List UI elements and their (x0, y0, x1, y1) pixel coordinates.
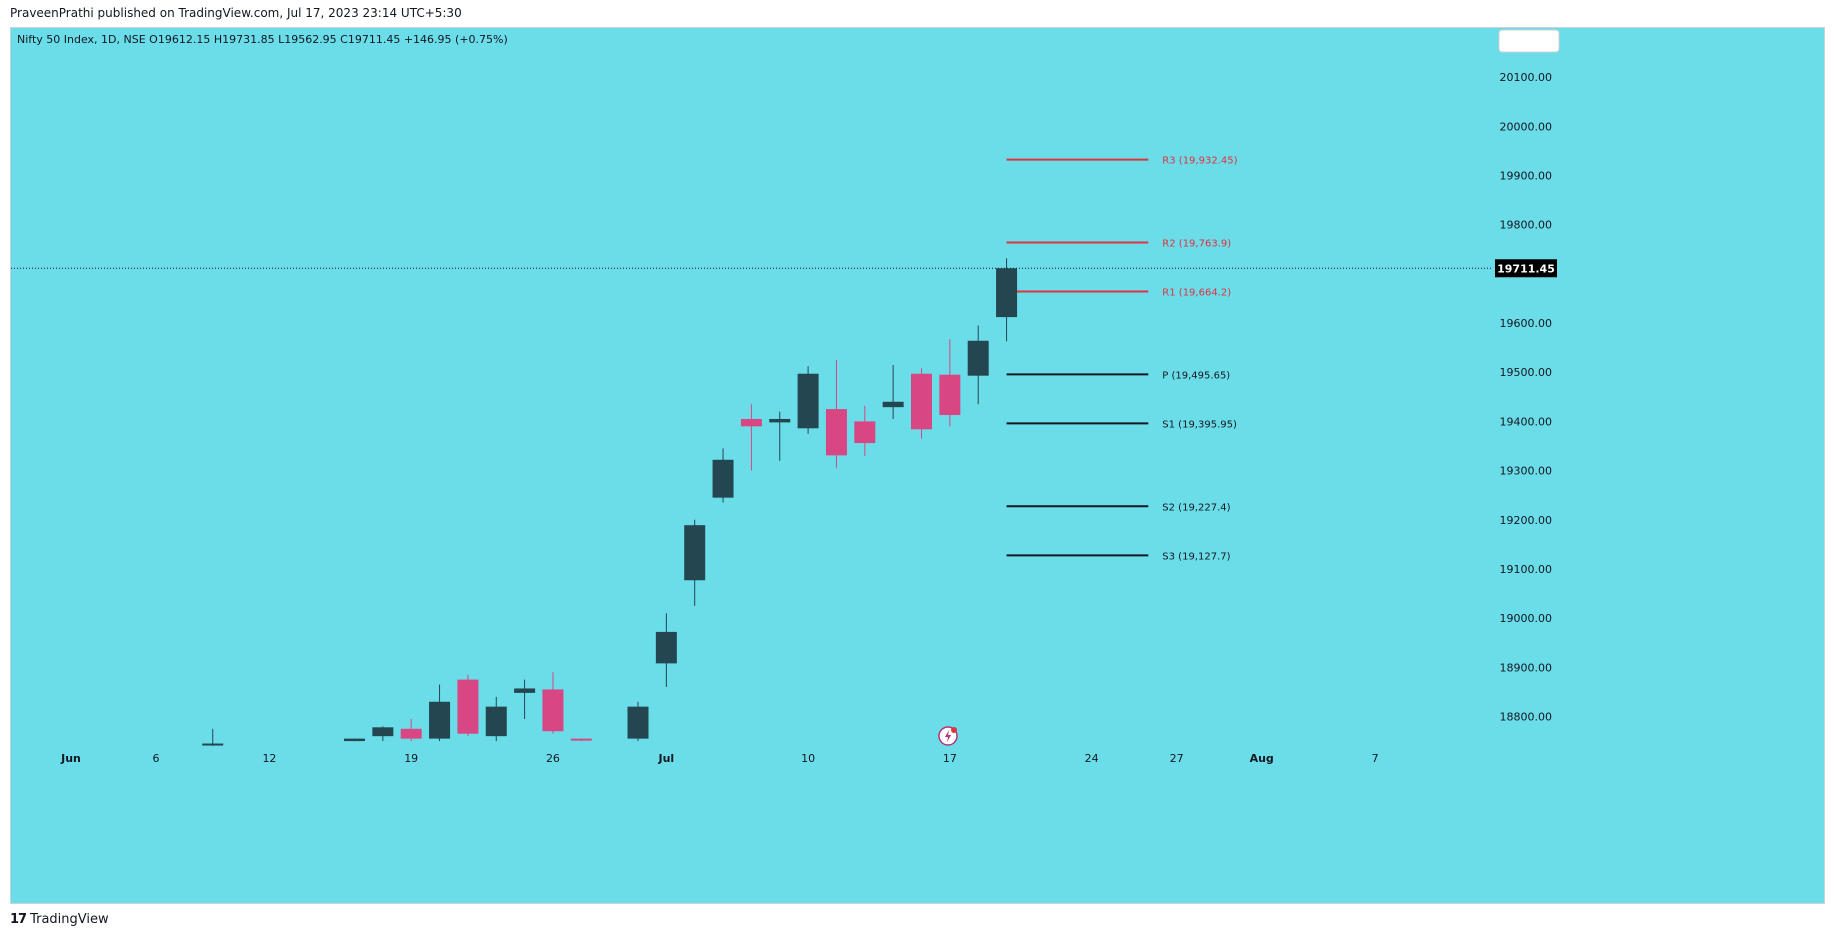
candle-body (485, 706, 507, 737)
y-tick-label: 19900.00 (1500, 170, 1553, 183)
pivot-level-label-r1: R1 (19,664.2) (1162, 287, 1231, 298)
candle-body (344, 738, 365, 742)
pivot-level-label-s1: S1 (19,395.95) (1162, 419, 1237, 430)
candle-body (740, 418, 762, 427)
pivot-level-label-p: P (19,495.65) (1162, 370, 1230, 381)
candle (939, 339, 961, 427)
pivot-level-label-s2: S2 (19,227.4) (1162, 502, 1230, 513)
chart-legend: Nifty 50 Index, 1D, NSE O19612.15 H19731… (17, 33, 508, 46)
candle-body (797, 373, 819, 429)
y-tick-label: 19100.00 (1500, 563, 1553, 576)
y-tick-label: 18900.00 (1500, 661, 1553, 674)
x-tick-label: 27 (1170, 752, 1184, 765)
candle (344, 738, 365, 742)
y-tick-label: 19500.00 (1500, 366, 1553, 379)
y-tick-label: 20100.00 (1500, 71, 1553, 84)
candle (372, 726, 394, 742)
candle-body (400, 728, 422, 739)
y-tick-label: 19400.00 (1500, 415, 1553, 428)
candle-body (570, 738, 592, 741)
candle (967, 325, 989, 405)
candle (542, 672, 564, 734)
candle (911, 368, 932, 439)
tradingview-brand[interactable]: 𝟭𝟳 TradingView (10, 912, 109, 927)
candle-body (684, 525, 706, 581)
candlestick-chart[interactable]: Nifty 50 Index, 1D, NSE O19612.15 H19731… (11, 28, 1824, 903)
candle-body (627, 706, 649, 739)
last-price-badge (1495, 259, 1557, 278)
pivot-level-label-r2: R2 (19,763.9) (1162, 238, 1231, 249)
event-flag-icon[interactable] (938, 726, 958, 746)
last-price-label: 19711.45 (1497, 262, 1555, 275)
x-tick-label: 10 (801, 752, 815, 765)
candle (400, 718, 422, 742)
candle (712, 448, 734, 503)
candle (825, 359, 847, 469)
chart-frame[interactable]: Nifty 50 Index, 1D, NSE O19612.15 H19731… (10, 27, 1825, 904)
tradingview-logo-icon: 𝟭𝟳 (10, 912, 27, 927)
candle-body (542, 689, 564, 732)
x-tick-label: 17 (943, 752, 957, 765)
candle-body (769, 418, 791, 423)
candle (882, 364, 904, 419)
candle (485, 696, 507, 742)
candle (627, 701, 649, 742)
x-tick-label: Jul (657, 752, 674, 765)
candle-body (429, 701, 451, 739)
candle (996, 258, 1018, 342)
y-tick-label: 19300.00 (1500, 465, 1553, 478)
candle (655, 613, 677, 687)
indicator-toggle-button[interactable] (1498, 29, 1560, 53)
y-axis[interactable]: 20100.00 20000.00 19900.00 19800.00 19600.00… (1495, 71, 1557, 723)
x-tick-label: 26 (546, 752, 560, 765)
candle (854, 405, 876, 456)
x-tick-label: Aug (1250, 752, 1274, 765)
x-tick-label: 12 (262, 752, 276, 765)
candle-body (939, 374, 961, 416)
publish-info: PraveenPrathi published on TradingView.c… (10, 6, 462, 20)
candle-body (372, 727, 394, 737)
y-tick-label: 19800.00 (1500, 219, 1553, 232)
y-tick-label: 20000.00 (1500, 120, 1553, 133)
candle-body (202, 743, 224, 746)
candle-body (996, 268, 1018, 318)
y-tick-label: 19200.00 (1500, 514, 1553, 527)
candle (514, 679, 536, 719)
candle-body (457, 679, 479, 734)
candle (457, 674, 479, 737)
candle-body (712, 459, 734, 498)
candle (429, 684, 451, 742)
pivot-level-label-r3: R3 (19,932.45) (1162, 156, 1237, 167)
candle-body (854, 421, 876, 444)
candle-body (882, 401, 904, 408)
candle-body (967, 340, 989, 376)
x-tick-label: 19 (404, 752, 418, 765)
y-tick-label: 19000.00 (1500, 612, 1553, 625)
candle (797, 366, 819, 434)
y-tick-label: 19600.00 (1500, 317, 1553, 330)
candle (202, 728, 224, 746)
candle-body (655, 631, 677, 664)
candle (769, 411, 791, 461)
x-tick-label: 24 (1085, 752, 1099, 765)
candle-body (825, 409, 847, 456)
pivot-level-label-s3: S3 (19,127.7) (1162, 551, 1230, 562)
x-tick-label: 7 (1372, 752, 1379, 765)
x-tick-label: 6 (153, 752, 160, 765)
pivot-levels: R3 (19,932.45) R2 (19,763.9) R1 (19,664.2)… (1006, 156, 1238, 562)
x-tick-label: Jun (60, 752, 81, 765)
candle (684, 519, 706, 606)
y-tick-label: 18800.00 (1500, 710, 1553, 723)
candle (570, 738, 592, 742)
x-axis[interactable]: Jun 6 12 19 26 Jul 10 17 24 27 Aug 7 (60, 752, 1378, 765)
candle-body (911, 373, 932, 430)
brand-label: TradingView (30, 912, 109, 927)
candles (202, 258, 1018, 746)
candle-body (514, 688, 536, 693)
candle (740, 404, 762, 471)
